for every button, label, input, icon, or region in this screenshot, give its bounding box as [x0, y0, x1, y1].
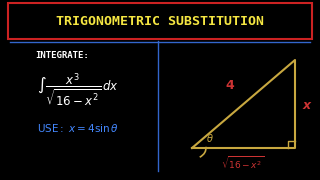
Text: INTEGRATE:: INTEGRATE:: [35, 51, 89, 60]
FancyBboxPatch shape: [8, 3, 312, 39]
Text: $\sqrt{16-x^2}$: $\sqrt{16-x^2}$: [221, 154, 265, 172]
Text: $\int \dfrac{x^3}{\sqrt{16-x^2}}\,dx$: $\int \dfrac{x^3}{\sqrt{16-x^2}}\,dx$: [37, 71, 119, 109]
Text: x: x: [303, 98, 311, 111]
Text: $\mathrm{USE}:\ x = 4\sin\theta$: $\mathrm{USE}:\ x = 4\sin\theta$: [37, 122, 119, 134]
Text: 4: 4: [226, 78, 234, 91]
Text: TRIGONOMETRIC SUBSTITUTION: TRIGONOMETRIC SUBSTITUTION: [56, 15, 264, 28]
Text: $\theta$: $\theta$: [206, 132, 214, 144]
